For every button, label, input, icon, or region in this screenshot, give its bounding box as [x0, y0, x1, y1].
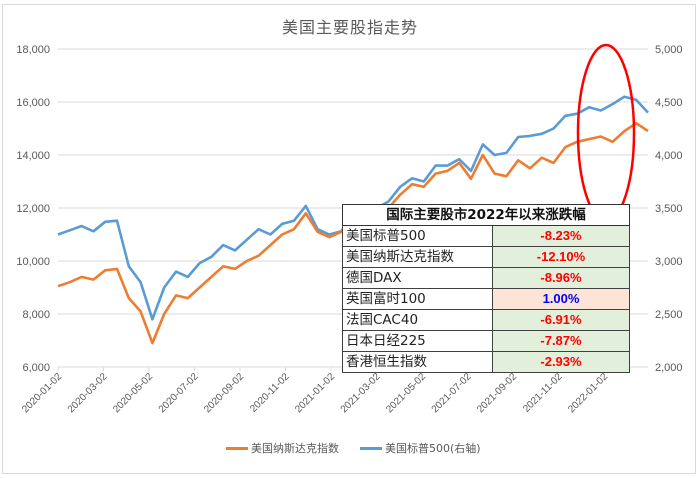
index-name: 法国CAC40	[342, 309, 493, 331]
table-row: 德国DAX -8.96%	[342, 267, 630, 289]
y-right-tick: 5,000	[655, 44, 683, 56]
index-change: -8.23%	[492, 225, 630, 247]
performance-table: 国际主要股市2022年以来涨跌幅 美国标普500 -8.23% 美国纳斯达克指数 -1…	[342, 204, 630, 373]
y-left-tick: 18,000	[16, 44, 50, 56]
legend-label-nasdaq: 美国纳斯达克指数	[251, 442, 339, 455]
x-tick-label: 2021-05-02	[384, 371, 428, 415]
nasdaq-swatch	[226, 446, 248, 450]
table-row: 英国富时100 1.00%	[342, 288, 630, 310]
y-axis-right-labels: 2,000 2,500 3,000 3,500 4,000 4,500 5,000	[655, 44, 683, 374]
table-title: 国际主要股市2022年以来涨跌幅	[342, 204, 630, 226]
y-right-tick: 3,000	[655, 256, 683, 268]
index-name: 日本日经225	[342, 330, 493, 352]
legend: 美国纳斯达克指数 美国标普500(右轴)	[0, 440, 700, 460]
y-right-tick: 4,000	[655, 150, 683, 162]
x-tick-label: 2020-03-02	[66, 371, 110, 415]
table-row: 日本日经225 -7.87%	[342, 330, 630, 352]
x-tick-label: 2021-03-02	[339, 371, 383, 415]
index-change: -12.10%	[492, 246, 630, 268]
highlight-ellipse	[576, 43, 636, 223]
x-tick-label: 2020-01-02	[20, 371, 64, 415]
index-change: -8.96%	[492, 267, 630, 289]
x-tick-label: 2021-01-02	[293, 371, 337, 415]
table-row: 法国CAC40 -6.91%	[342, 309, 630, 331]
y-right-tick: 3,500	[655, 203, 683, 215]
y-right-tick: 2,000	[655, 362, 683, 374]
y-right-tick: 4,500	[655, 97, 683, 109]
table-row: 美国标普500 -8.23%	[342, 225, 630, 247]
x-tick-label: 2020-09-02	[202, 371, 246, 415]
x-tick-label: 2020-11-02	[248, 371, 292, 415]
x-tick-label: 2020-05-02	[111, 371, 155, 415]
x-tick-label: 2020-07-02	[157, 371, 201, 415]
y-left-tick: 12,000	[16, 203, 50, 215]
y-left-tick: 8,000	[22, 309, 50, 321]
sp500-swatch	[360, 446, 382, 450]
index-name: 英国富时100	[342, 288, 493, 310]
index-change: 1.00%	[492, 288, 630, 310]
index-name: 德国DAX	[342, 267, 493, 289]
x-tick-label: 2021-09-02	[475, 371, 519, 415]
index-name: 美国标普500	[342, 225, 493, 247]
x-axis-labels: 2020-01-02 2020-03-02 2020-05-02 2020-07-02…	[20, 367, 610, 415]
table-row: 美国纳斯达克指数 -12.10%	[342, 246, 630, 268]
y-left-tick: 16,000	[16, 97, 50, 109]
x-tick-label: 2021-11-02	[521, 371, 565, 415]
x-tick-label: 2022-01-02	[566, 371, 610, 415]
y-axis-left-labels: 6,000 8,000 10,000 12,000 14,000 16,000 18,000	[16, 44, 50, 374]
y-left-tick: 6,000	[22, 362, 50, 374]
legend-item-nasdaq: 美国纳斯达克指数	[226, 440, 339, 456]
index-change: -7.87%	[492, 330, 630, 352]
y-right-tick: 2,500	[655, 309, 683, 321]
index-change: -2.93%	[492, 351, 630, 373]
y-left-tick: 14,000	[16, 150, 50, 162]
y-left-tick: 10,000	[16, 256, 50, 268]
legend-label-sp500: 美国标普500(右轴)	[385, 442, 481, 455]
index-name: 香港恒生指数	[342, 351, 493, 373]
index-name: 美国纳斯达克指数	[342, 246, 493, 268]
x-tick-label: 2021-07-02	[430, 371, 474, 415]
legend-item-sp500: 美国标普500(右轴)	[360, 440, 481, 456]
chart-title: 美国主要股指走势	[281, 18, 418, 37]
table-row: 香港恒生指数 -2.93%	[342, 351, 630, 373]
index-change: -6.91%	[492, 309, 630, 331]
